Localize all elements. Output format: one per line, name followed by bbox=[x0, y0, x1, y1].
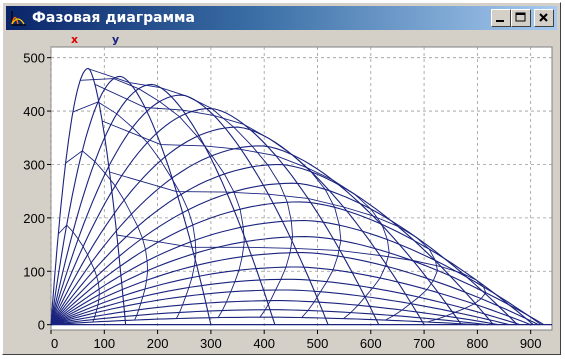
close-icon bbox=[539, 13, 548, 22]
isochrone-curve bbox=[72, 101, 197, 319]
trajectory-curve bbox=[50, 219, 542, 326]
minimize-button[interactable] bbox=[491, 9, 511, 27]
trajectory-curve bbox=[50, 126, 425, 325]
x-tick-label: 200 bbox=[147, 336, 169, 351]
trajectory-curve bbox=[50, 289, 510, 326]
legend-item-x[interactable]: x bbox=[71, 33, 79, 46]
y-tick-label: 300 bbox=[23, 157, 45, 172]
title-bar[interactable]: Фазовая диаграмма bbox=[6, 6, 557, 30]
window-title: Фазовая диаграмма bbox=[32, 10, 195, 26]
trajectory-curve bbox=[50, 75, 212, 325]
close-button[interactable] bbox=[534, 9, 554, 27]
x-tick-label: 400 bbox=[253, 336, 275, 351]
isochrone-curve bbox=[109, 171, 438, 321]
x-tick-label: 100 bbox=[93, 336, 115, 351]
trajectory-curve bbox=[50, 316, 478, 326]
y-tick-label: 200 bbox=[23, 211, 45, 226]
y-tick-label: 100 bbox=[23, 264, 45, 279]
isochrone-curve bbox=[94, 83, 342, 318]
isochrone-curve bbox=[102, 120, 390, 319]
x-tick-label: 700 bbox=[413, 336, 435, 351]
x-tick-label: 0 bbox=[51, 336, 58, 351]
isochrone-curve bbox=[57, 224, 100, 323]
trajectory-curve bbox=[50, 252, 539, 326]
legend-bar: x y bbox=[6, 32, 557, 48]
y-tick-label: 0 bbox=[38, 318, 45, 333]
trajectory-curve bbox=[50, 309, 489, 326]
isochrone-curve bbox=[80, 78, 245, 318]
maximize-icon bbox=[515, 12, 526, 22]
minimize-icon bbox=[496, 20, 504, 22]
isochrone-curve bbox=[87, 68, 294, 318]
trajectory-curve bbox=[50, 83, 276, 325]
x-tick-label: 800 bbox=[467, 336, 489, 351]
trajectory-curve bbox=[50, 278, 521, 326]
x-tick-label: 600 bbox=[360, 336, 382, 351]
trajectory-curve bbox=[50, 163, 494, 326]
isochrone-curve bbox=[116, 234, 487, 323]
trajectory-curve bbox=[50, 145, 462, 326]
trajectory-curve bbox=[50, 182, 518, 326]
maximize-button[interactable] bbox=[511, 9, 531, 27]
trajectory-curve bbox=[50, 201, 534, 326]
x-tick-label: 900 bbox=[520, 336, 542, 351]
x-tick-label: 300 bbox=[200, 336, 222, 351]
trajectory-curve bbox=[50, 107, 380, 325]
legend-item-y[interactable]: y bbox=[112, 33, 120, 46]
x-tick-label: 500 bbox=[307, 336, 329, 351]
y-tick-label: 500 bbox=[23, 51, 45, 66]
trajectory-curve bbox=[50, 300, 499, 326]
phase-plot-icon[interactable] bbox=[9, 9, 27, 27]
trajectory-curve bbox=[50, 236, 545, 326]
trajectory-curve bbox=[50, 266, 531, 326]
y-tick-label: 400 bbox=[23, 104, 45, 119]
isochrone-curve bbox=[65, 150, 149, 321]
